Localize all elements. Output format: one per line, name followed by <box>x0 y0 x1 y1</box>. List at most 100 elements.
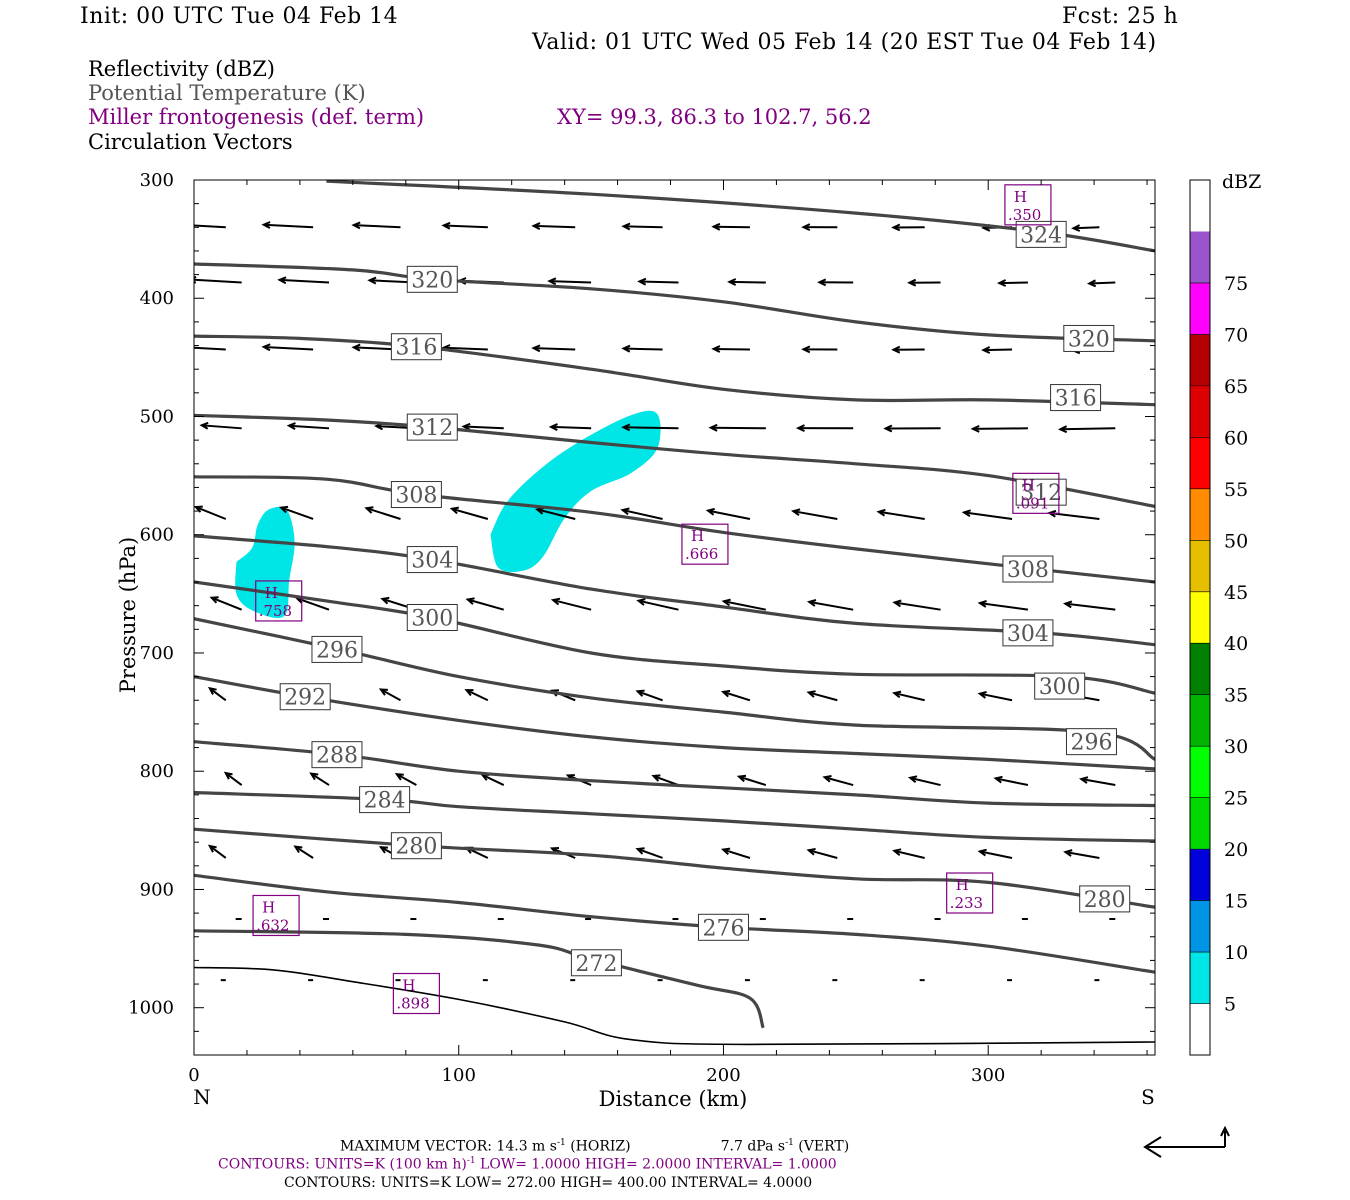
vector-arrow <box>729 280 766 284</box>
vector-arrowhead <box>531 344 541 353</box>
vector-arrowhead <box>364 506 374 514</box>
vector-arrow <box>809 600 854 611</box>
vector-arrowhead <box>207 844 217 853</box>
vector-arrowhead <box>705 507 715 516</box>
fronto-max-box-0 <box>1004 184 1052 226</box>
colorbar-label-75: 75 <box>1224 273 1248 295</box>
vector-arrowhead <box>981 346 991 354</box>
vector-arrow <box>294 845 314 859</box>
vector-arrow <box>713 347 750 351</box>
plot-frame <box>193 179 1156 1056</box>
colorbar-label-35: 35 <box>1224 685 1248 707</box>
vector-arrow <box>366 507 401 520</box>
theta-label-280: 280 <box>1084 888 1126 913</box>
valid-time: Valid: 01 UTC Wed 05 Feb 14 (20 EST Tue … <box>532 30 1157 55</box>
vector-arrow <box>396 773 417 786</box>
vector-arrowhead <box>293 845 303 854</box>
colorbar-segment-9 <box>1190 540 1210 592</box>
fronto-max-value: .233 <box>950 894 983 912</box>
vector-arrowhead <box>651 774 661 782</box>
vector-arrow <box>793 510 838 520</box>
vector-arrow <box>623 225 663 229</box>
fronto-max-label: H <box>262 898 275 916</box>
y-tick-label: 700 <box>140 643 174 664</box>
theta-label-box-320 <box>406 265 458 293</box>
colorbar-segment-15 <box>1190 231 1210 283</box>
theta-label-box-320 <box>1063 324 1115 352</box>
colorbar-label-15: 15 <box>1224 891 1248 913</box>
theta-label-296: 296 <box>316 638 358 663</box>
vector-arrowhead <box>736 774 747 783</box>
fronto-max-label: H <box>1022 476 1035 494</box>
vector-arrow <box>280 506 314 520</box>
fronto-max-box-4 <box>252 894 300 937</box>
vector-arrowhead <box>996 279 1007 287</box>
theta-label-316: 316 <box>395 336 437 361</box>
vector-arrow <box>979 850 1013 859</box>
cross-section-endpoints: XY= 99.3, 86.3 to 102.7, 56.2 <box>557 105 872 129</box>
vector-arrow <box>909 776 941 787</box>
y-tick-label: 1000 <box>128 998 174 1019</box>
vector-arrowhead <box>637 277 647 286</box>
vector-arrow <box>622 509 663 520</box>
theta-label-312: 312 <box>1020 481 1062 506</box>
max-vector-scale-arrow <box>1143 1125 1230 1158</box>
fronto-max-label: H <box>1014 188 1027 206</box>
vector-arrowhead <box>961 509 971 518</box>
theta-label-box-296 <box>1065 728 1117 756</box>
theta-label-box-288 <box>311 741 363 769</box>
vector-arrow <box>1065 851 1100 859</box>
fronto-max-label: H <box>956 876 969 894</box>
fronto-max-box-6 <box>392 972 440 1015</box>
y-tick-label: 800 <box>140 761 174 782</box>
vector-arrow <box>296 597 330 611</box>
vector-arrowhead <box>199 421 209 430</box>
vector-arrowhead <box>209 596 219 604</box>
plot-border <box>193 179 1156 1056</box>
vector-arrow <box>707 509 751 520</box>
vector-arrowhead <box>708 423 718 432</box>
vector-arrowhead <box>970 424 980 433</box>
vector-arrowhead <box>795 424 805 433</box>
colorbar-segment-14 <box>1190 282 1210 335</box>
vector-arrow <box>209 845 227 859</box>
theta-label-box-280 <box>390 832 442 860</box>
vector-arrow <box>443 224 488 229</box>
vector-arrow <box>533 347 576 351</box>
y-tick-label: 500 <box>140 406 174 427</box>
vector-arrowhead <box>367 276 377 285</box>
theta-label-324: 324 <box>1020 223 1062 248</box>
vector-arrow <box>467 598 505 611</box>
vector-arrowhead <box>891 345 901 354</box>
theta-label-320: 320 <box>411 268 453 293</box>
theta-contour-312 <box>194 413 1155 508</box>
vector-arrowhead <box>464 689 474 697</box>
reflectivity-area-1 <box>490 410 661 573</box>
contours-theta-info: CONTOURS: UNITS=K LOW= 272.00 HIGH= 400.… <box>284 1175 813 1191</box>
vector-arrowhead <box>817 278 827 287</box>
fronto-max-box-5 <box>946 872 994 914</box>
vector-arrow <box>463 425 504 430</box>
vector-arrowhead <box>790 508 801 517</box>
vector-arrowhead <box>977 848 987 857</box>
vector-arrow <box>1089 281 1116 285</box>
vector-arrow <box>279 278 330 284</box>
colorbar-label-60: 60 <box>1224 427 1248 449</box>
colorbar-segment-2 <box>1190 900 1210 953</box>
vector-arrow <box>451 507 489 520</box>
x-end-label-north: N <box>193 1085 211 1109</box>
vector-arrowhead <box>721 598 731 607</box>
colorbar-label-30: 30 <box>1224 736 1248 758</box>
vector-arrowhead <box>286 422 296 430</box>
theta-contours-layer: 324 320 320 316 316 312 312 308 308 304 304 300 300 2… <box>194 180 1155 1029</box>
vector-arrowhead <box>278 505 289 514</box>
theta-contour-300 <box>194 580 1155 695</box>
vector-arrow <box>549 280 592 284</box>
theta-label-box-280 <box>1079 885 1131 913</box>
fronto-max-label: H <box>691 527 704 545</box>
vector-arrowhead <box>531 222 541 230</box>
colorbar-segment-1 <box>1190 952 1210 1004</box>
colorbar-label-65: 65 <box>1224 376 1248 398</box>
vector-arrow <box>710 426 766 430</box>
